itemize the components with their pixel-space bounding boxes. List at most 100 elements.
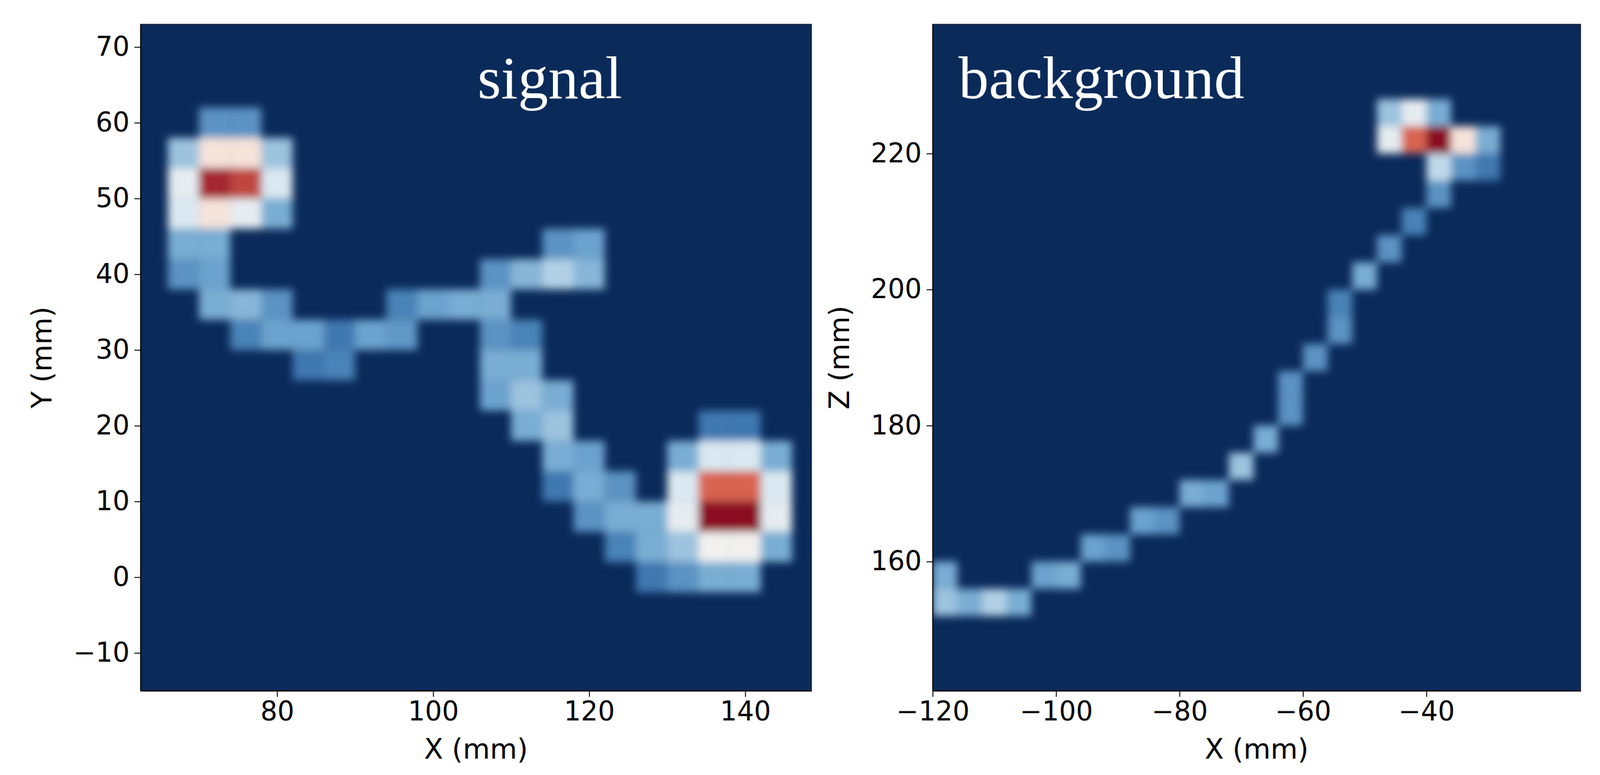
tick-label: −120 bbox=[896, 695, 970, 727]
heatmap-cell bbox=[167, 138, 200, 169]
heatmap-cell bbox=[230, 138, 262, 169]
plot-background bbox=[932, 24, 1581, 691]
tick-label: 70 bbox=[95, 30, 130, 62]
heatmap-cell bbox=[448, 289, 481, 320]
heatmap-cell bbox=[573, 471, 605, 502]
heatmap-cell bbox=[542, 259, 575, 290]
heatmap-cell bbox=[230, 198, 262, 229]
tick-label: 180 bbox=[870, 409, 922, 441]
heatmap-cell bbox=[1475, 153, 1501, 181]
heatmap-cell bbox=[1278, 397, 1304, 426]
tick-label: 220 bbox=[870, 137, 922, 169]
heatmap-cell bbox=[1056, 561, 1081, 589]
heatmap-cell bbox=[729, 531, 762, 562]
tick-label: −100 bbox=[1019, 695, 1094, 727]
heatmap-cell bbox=[1203, 479, 1229, 507]
heatmap-cells bbox=[167, 107, 793, 593]
heatmap-cell bbox=[511, 380, 543, 411]
tick: 0 bbox=[112, 560, 141, 592]
heatmap-cell bbox=[635, 531, 668, 562]
tick-label: 140 bbox=[720, 695, 771, 727]
tick-mark bbox=[134, 349, 141, 351]
tick: −10 bbox=[73, 636, 141, 668]
heatmap-cell bbox=[760, 440, 793, 472]
tick: −120 bbox=[896, 690, 970, 727]
heatmap-cell bbox=[1080, 534, 1106, 562]
tick: 40 bbox=[95, 257, 141, 289]
plot-area bbox=[932, 24, 1581, 691]
heatmap-cell bbox=[542, 471, 575, 502]
y-axis-title: Z (mm) bbox=[823, 305, 856, 410]
heatmap-cell bbox=[261, 138, 294, 169]
tick: 80 bbox=[260, 690, 295, 727]
tick-label: 20 bbox=[95, 409, 130, 441]
heatmap-cell bbox=[417, 289, 449, 320]
panel-title: background bbox=[958, 44, 1245, 112]
heatmap-cell bbox=[479, 289, 512, 320]
tick-mark bbox=[926, 425, 933, 427]
heatmap-cell bbox=[698, 531, 730, 562]
heatmap-cell bbox=[261, 319, 294, 351]
heatmap-cell bbox=[479, 380, 512, 411]
tick-label: 80 bbox=[260, 695, 295, 727]
tick-label: 160 bbox=[870, 545, 922, 576]
heatmap-cell bbox=[199, 198, 231, 229]
heatmap-cell bbox=[479, 319, 512, 351]
tick-label: −80 bbox=[1151, 695, 1209, 727]
heatmap-cell bbox=[1130, 506, 1155, 535]
panel-title: signal bbox=[477, 44, 622, 112]
tick: 140 bbox=[720, 690, 771, 727]
heatmap-cell bbox=[1377, 125, 1402, 154]
tick-mark bbox=[134, 198, 141, 200]
heatmap-cell bbox=[1154, 506, 1180, 535]
tick: 220 bbox=[870, 137, 933, 169]
heatmap-cell bbox=[1377, 98, 1402, 126]
heatmap-cell bbox=[230, 107, 262, 139]
tick: 200 bbox=[870, 273, 933, 305]
heatmap-cell bbox=[573, 440, 605, 472]
heatmap-cell bbox=[292, 350, 324, 381]
heatmap-cell bbox=[1327, 289, 1353, 317]
heatmap-cell bbox=[604, 501, 637, 532]
heatmap-cell bbox=[698, 410, 730, 441]
tick-label: 30 bbox=[95, 333, 130, 365]
heatmap-cell bbox=[511, 319, 543, 351]
heatmap-cell bbox=[511, 259, 543, 290]
tick-label: 50 bbox=[95, 182, 130, 214]
heatmap-cell bbox=[1401, 125, 1427, 154]
heatmap-cell bbox=[1228, 452, 1254, 480]
heatmap-cell bbox=[511, 350, 543, 381]
tick-mark bbox=[926, 153, 933, 155]
heatmap-cell bbox=[698, 561, 730, 593]
heatmap-cell bbox=[386, 319, 418, 351]
heatmap-cell bbox=[667, 531, 699, 562]
tick-label: 40 bbox=[95, 257, 130, 289]
heatmap-cell bbox=[1253, 425, 1279, 453]
heatmap-cell bbox=[604, 471, 637, 502]
heatmap-cell bbox=[760, 501, 793, 532]
heatmap-cell bbox=[542, 380, 575, 411]
heatmap-cell bbox=[635, 561, 668, 593]
heatmap-cell bbox=[1327, 316, 1353, 344]
heatmap-cell bbox=[1278, 370, 1304, 398]
heatmap-cell bbox=[1426, 180, 1452, 208]
tick: −40 bbox=[1398, 690, 1455, 727]
heatmap-cell bbox=[167, 168, 200, 199]
tick-mark bbox=[134, 273, 141, 275]
heatmap-cell bbox=[1031, 561, 1057, 589]
plot-frame bbox=[140, 24, 812, 691]
tick: 20 bbox=[95, 409, 141, 441]
heatmap-cell bbox=[1179, 479, 1205, 507]
tick: −60 bbox=[1274, 690, 1332, 727]
tick-mark bbox=[134, 576, 141, 578]
heatmap-cell bbox=[573, 228, 605, 260]
tick-label: 10 bbox=[95, 485, 130, 516]
heatmap-cell bbox=[760, 471, 793, 502]
heatmap-cell bbox=[479, 259, 512, 290]
heatmap-cell bbox=[957, 588, 983, 616]
heatmap-cell bbox=[542, 440, 575, 472]
heatmap-cell bbox=[199, 289, 231, 320]
x-axis: 80100120140 bbox=[141, 690, 813, 727]
heatmap-cells bbox=[932, 98, 1501, 616]
heatmap-cell bbox=[667, 471, 699, 502]
